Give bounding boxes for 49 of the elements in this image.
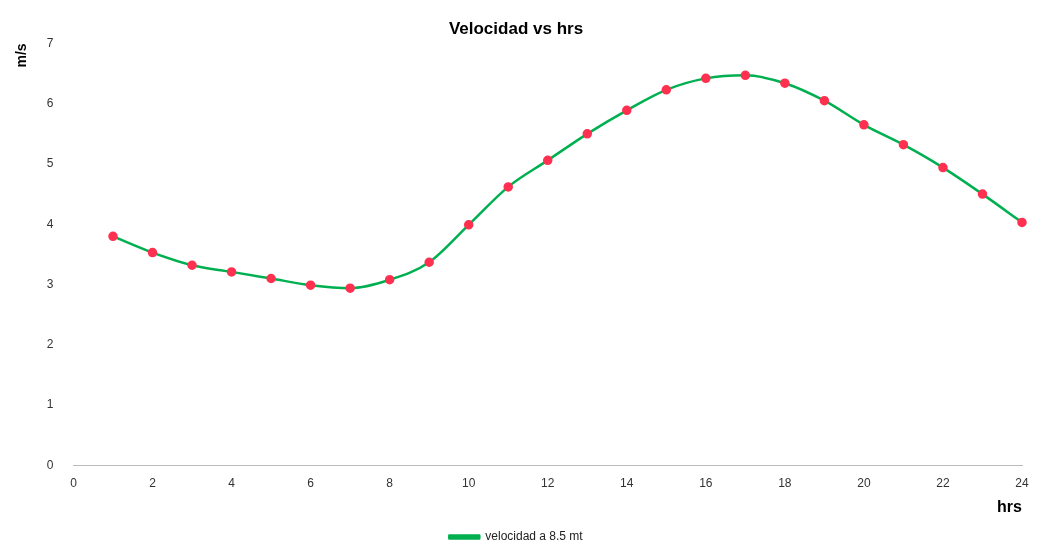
point — [859, 120, 869, 130]
point — [938, 162, 948, 173]
x-tick-label: 12 — [541, 475, 555, 490]
point — [345, 283, 355, 293]
point — [898, 139, 909, 150]
legend-label: velocidad a 8.5 mt — [485, 529, 584, 544]
x-tick-label: 6 — [307, 475, 315, 490]
point — [503, 182, 513, 192]
point — [1017, 217, 1027, 228]
point — [108, 231, 118, 242]
point — [661, 85, 672, 95]
point — [701, 73, 711, 84]
y-tick-label: 1 — [46, 397, 54, 412]
point — [780, 78, 790, 88]
x-tick-label: 14 — [620, 475, 634, 490]
y-tick-label: 3 — [46, 276, 54, 291]
point — [147, 247, 158, 258]
x-tick-label: 18 — [778, 475, 792, 490]
x-axis-title: hrs — [997, 497, 1023, 515]
point — [187, 260, 197, 270]
point — [622, 105, 632, 116]
y-axis-title: m/s — [13, 43, 30, 68]
point — [305, 280, 316, 290]
point — [226, 267, 237, 277]
x-tick-label: 20 — [857, 475, 871, 490]
x-tick-label: 16 — [699, 475, 713, 490]
y-tick-label: 2 — [46, 337, 54, 352]
point — [266, 273, 276, 284]
x-tick-label: 8 — [386, 475, 394, 490]
y-tick-label: 7 — [46, 35, 54, 50]
y-tick-label: 6 — [46, 96, 54, 110]
point — [740, 70, 751, 81]
point — [819, 95, 830, 106]
point — [463, 220, 474, 230]
y-tick-label: 4 — [46, 216, 54, 231]
x-tick-label: 0 — [70, 475, 78, 490]
x-tick-label: 2 — [149, 475, 157, 490]
x-tick-label: 22 — [936, 475, 950, 490]
chart-title: Velocidad vs hrs — [448, 18, 584, 38]
y-tick-label: 0 — [46, 457, 54, 472]
x-tick-label: 10 — [462, 475, 476, 490]
point — [384, 274, 395, 285]
y-tick-label: 5 — [46, 156, 54, 171]
point — [542, 155, 553, 166]
point — [424, 257, 434, 267]
point — [582, 129, 593, 139]
x-tick-label: 4 — [228, 475, 236, 490]
x-tick-label: 24 — [1015, 475, 1029, 490]
point — [977, 189, 988, 199]
